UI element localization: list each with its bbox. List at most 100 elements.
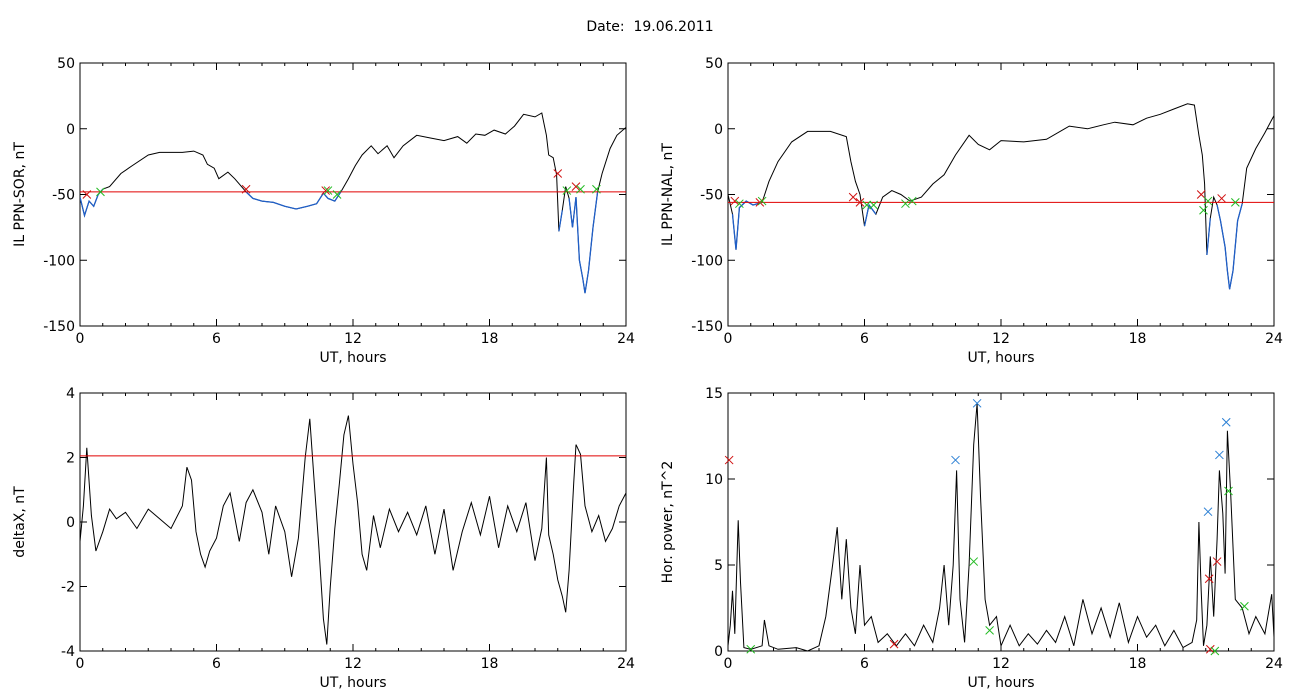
y-tick-label: 2	[66, 451, 75, 467]
marker-green	[907, 196, 917, 206]
x-tick-label: 6	[212, 656, 221, 672]
y-tick-label: 4	[66, 386, 75, 402]
marker-green	[1224, 486, 1233, 496]
marker-green	[985, 626, 994, 635]
x-axis-label: UT, hours	[319, 675, 386, 691]
below-threshold-segment	[80, 188, 599, 294]
marker-red	[755, 198, 765, 207]
marker-red	[889, 639, 899, 649]
y-tick-label: 50	[57, 56, 75, 72]
x-tick-label: 12	[992, 656, 1010, 672]
x-tick-label: 24	[617, 656, 635, 672]
marker-green	[869, 200, 878, 210]
marker-green	[969, 557, 979, 566]
y-tick-label: -150	[43, 319, 75, 335]
marker-green	[1230, 198, 1240, 207]
marker-red	[553, 169, 563, 178]
marker-green	[901, 199, 910, 209]
chart-deltax: 0 6 12 18 24 4 2 0 -2 -4 UT, hours deltaX, nT	[12, 386, 635, 691]
marker-blue	[1221, 417, 1231, 427]
series-line	[80, 415, 626, 645]
plot-frame	[727, 62, 1275, 327]
x-tick-label: 0	[724, 331, 733, 347]
series-line	[80, 112, 626, 294]
chart-sor: 0 6 12 18 24 50 0 -50 -100 -150 UT, hours IL PPN-SO…	[12, 56, 635, 366]
marker-red	[1217, 194, 1227, 203]
marker-green	[323, 186, 333, 195]
x-tick-label: 18	[1129, 331, 1147, 347]
marker-green	[1199, 205, 1208, 215]
marker-green	[592, 184, 601, 194]
date-header: Date: 19.06.2011	[0, 19, 1300, 35]
x-tick-label: 0	[76, 656, 85, 672]
x-tick-label: 0	[76, 331, 85, 347]
y-axis-label: Hor. power, nT^2	[660, 461, 676, 584]
x-tick-label: 12	[344, 656, 362, 672]
marker-red	[82, 190, 92, 199]
series-line	[728, 103, 1274, 290]
x-tick-label: 18	[481, 656, 499, 672]
y-tick-label: 10	[705, 472, 723, 488]
y-tick-label: 0	[66, 122, 75, 138]
marker-green	[757, 196, 767, 206]
y-tick-label: -50	[52, 188, 75, 204]
y-tick-label: -2	[61, 580, 75, 596]
y-tick-label: 0	[66, 515, 75, 531]
y-axis-label: deltaX, nT	[12, 486, 28, 558]
date-label: Date:	[586, 19, 625, 35]
marker-red	[730, 196, 740, 206]
marker-green	[746, 644, 756, 654]
below-threshold-segment	[731, 200, 1243, 290]
x-tick-label: 12	[344, 331, 362, 347]
series-line	[728, 403, 1274, 651]
x-tick-label: 24	[617, 331, 635, 347]
y-tick-label: -100	[43, 253, 75, 269]
plot-frame	[727, 392, 1275, 652]
x-axis-label: UT, hours	[967, 350, 1034, 366]
x-tick-label: 0	[724, 656, 733, 672]
chart-nal: 0 6 12 18 24 50 0 -50 -100 -150 UT, hours IL PPN-NA…	[660, 56, 1283, 366]
marker-green	[1240, 601, 1249, 611]
marker-red	[571, 182, 581, 191]
x-axis-label: UT, hours	[319, 350, 386, 366]
y-axis-label: IL PPN-SOR, nT	[12, 142, 28, 247]
chart-power: 0 6 12 18 24 15 10 5 0 UT, hours Hor. power, nT^2	[660, 386, 1283, 691]
y-tick-label: 5	[714, 558, 723, 574]
marker-green	[1210, 646, 1220, 656]
marker-blue	[951, 455, 960, 465]
y-tick-label: -150	[691, 319, 723, 335]
y-tick-label: 50	[705, 56, 723, 72]
x-tick-label: 12	[992, 331, 1010, 347]
x-tick-label: 24	[1265, 656, 1283, 672]
y-tick-label: 0	[714, 122, 723, 138]
marker-red	[724, 455, 734, 465]
marker-green	[735, 199, 744, 209]
marker-red	[1196, 190, 1206, 199]
x-axis-label: UT, hours	[967, 675, 1034, 691]
x-tick-label: 24	[1265, 331, 1283, 347]
y-tick-label: 0	[714, 644, 723, 660]
y-tick-label: -4	[61, 644, 75, 660]
marker-blue	[1215, 450, 1224, 460]
plot-frame	[79, 392, 627, 652]
date-value: 19.06.2011	[633, 19, 714, 35]
marker-green	[862, 200, 872, 210]
y-axis-label: IL PPN-NAL, nT	[660, 143, 676, 246]
marker-red	[241, 184, 251, 194]
marker-red	[1212, 557, 1222, 566]
x-tick-label: 6	[860, 656, 869, 672]
x-tick-label: 6	[212, 331, 221, 347]
marker-red	[321, 186, 331, 195]
x-tick-label: 18	[1129, 656, 1147, 672]
y-tick-label: -50	[700, 188, 723, 204]
marker-green	[576, 184, 585, 194]
plot-frame	[79, 62, 627, 327]
marker-green	[332, 190, 342, 199]
marker-red	[848, 192, 858, 202]
marker-blue	[972, 398, 982, 408]
y-tick-label: 15	[705, 386, 723, 402]
marker-green	[1203, 196, 1213, 206]
marker-blue	[1203, 507, 1213, 517]
marker-green	[96, 187, 105, 197]
